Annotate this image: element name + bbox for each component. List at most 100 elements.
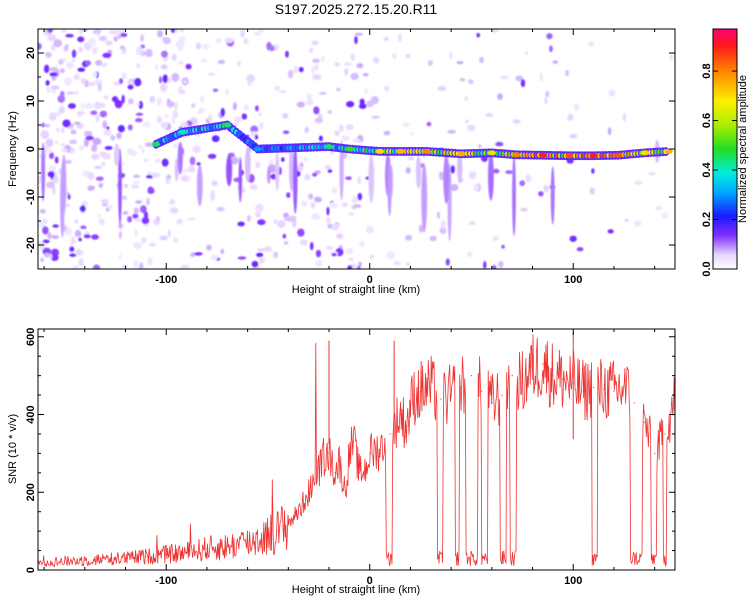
snr-point [460,386,462,388]
spectrogram-ridge-point [253,146,262,152]
spectrogram-noise [495,141,504,147]
snr-point [328,452,330,454]
spectrogram-noise [233,116,242,124]
snr-y-tick-label: 400 [25,405,37,423]
spectrogram-noise [427,60,433,66]
spectrogram-noise [319,91,327,95]
spectrogram-noise [331,223,339,231]
spectrogram-noise [185,63,192,70]
spectrogram-noise [329,150,335,155]
spectrogram-noise [98,218,105,225]
snr-point [409,406,412,408]
spectrogram-noise [436,211,441,219]
spectrogram-noise [215,38,222,44]
spectrogram-noise [45,51,52,58]
snr-point [344,491,346,493]
spectrogram-noise [167,229,171,238]
spectrogram-ridge-point [345,146,354,152]
spectrogram-noise [171,115,175,125]
spectrogram-noise [326,206,330,216]
spectrogram-noise [141,237,147,244]
spectrogram-noise [134,200,142,204]
colorbar-tick-label: 0.2 [701,212,713,227]
spectrogram-noise [549,45,553,53]
spectrogram-noise [138,100,143,110]
spectrogram-noise [97,214,101,218]
spectrogram-noise [136,102,140,106]
spectrogram-noise [120,32,128,38]
snr-point [277,530,279,532]
spectrogram-noise [311,213,321,220]
spectrogram-noise [277,220,286,229]
spectrogram-noise [161,158,169,167]
spectrogram-noise [439,226,447,235]
spectrogram-noise [92,30,102,34]
spectrogram-noise [545,90,550,98]
spectrogram-ridge-point [178,129,187,135]
spectrogram-streak [226,154,233,187]
spectrogram-noise [51,186,56,195]
spectrogram-noise [251,260,259,268]
spectrogram-noise [59,68,65,74]
spectrogram-noise [135,46,143,56]
spectrogram-noise [468,221,476,226]
spectrogram-noise [306,99,314,106]
spectrogram-noise [373,56,380,64]
snr-point [318,468,320,470]
spectrogram-ridge-point [512,152,521,158]
spectrogram-noise [344,68,349,76]
spectrogram-noise [57,94,66,103]
spectrogram-noise [237,221,245,227]
spectrogram-noise [121,195,128,201]
colorbar-label: Normalized spectral amplitude [737,75,749,223]
snr-point [389,433,391,435]
spectrogram-noise [383,130,391,136]
spectrogram-noise [210,192,215,202]
spectrogram-noise [306,93,313,101]
spectrogram-streak [177,141,183,175]
spectrogram-noise [78,237,82,242]
snr-point [430,386,432,388]
spectrogram-noise [138,144,142,149]
spectrogram-noise [334,62,340,67]
spectrogram-noise [141,146,145,154]
spectrogram-noise [118,230,122,240]
snr-point [542,363,544,365]
spectrogram-ridge-point [589,153,598,159]
spectrogram-noise [308,193,314,200]
spectrogram-noise [160,64,168,70]
spectrogram-noise [254,105,259,112]
spectrogram-noise [43,252,50,258]
snr-point [379,448,381,451]
spectrogram-noise [103,129,112,137]
spectrogram-noise [450,183,459,191]
spectrogram-noise [497,93,503,100]
spectrogram-noise [106,126,110,130]
spectrogram-noise [164,113,169,118]
snr-point [358,472,361,474]
spectrogram-noise [166,100,175,108]
spectrogram-noise [520,207,529,212]
spectrogram-noise [241,113,248,120]
spectrogram-noise [314,259,323,267]
spectrogram-noise [64,159,73,164]
spectrogram-x-label: Height of straight line (km) [292,284,420,296]
spectrogram-noise [191,103,196,109]
spectrogram-noise [353,203,362,208]
spectrogram-noise [147,256,153,266]
spectrogram-noise [153,159,162,163]
spectrogram-noise [324,164,332,170]
spectrogram-noise [485,112,494,118]
spectrogram-noise [312,172,318,177]
spectrogram-noise [101,198,109,205]
spectrogram-noise [607,127,612,136]
spectrogram-noise [118,253,122,261]
spectrogram-noise [119,45,125,50]
spectrogram-noise [202,44,210,50]
spectrogram-noise [60,29,67,33]
spectrogram-noise [121,94,125,104]
spectrogram-noise [341,135,350,142]
spectrogram-noise [46,87,52,94]
spectrogram-noise [127,84,134,90]
spectrogram-noise [315,249,322,258]
